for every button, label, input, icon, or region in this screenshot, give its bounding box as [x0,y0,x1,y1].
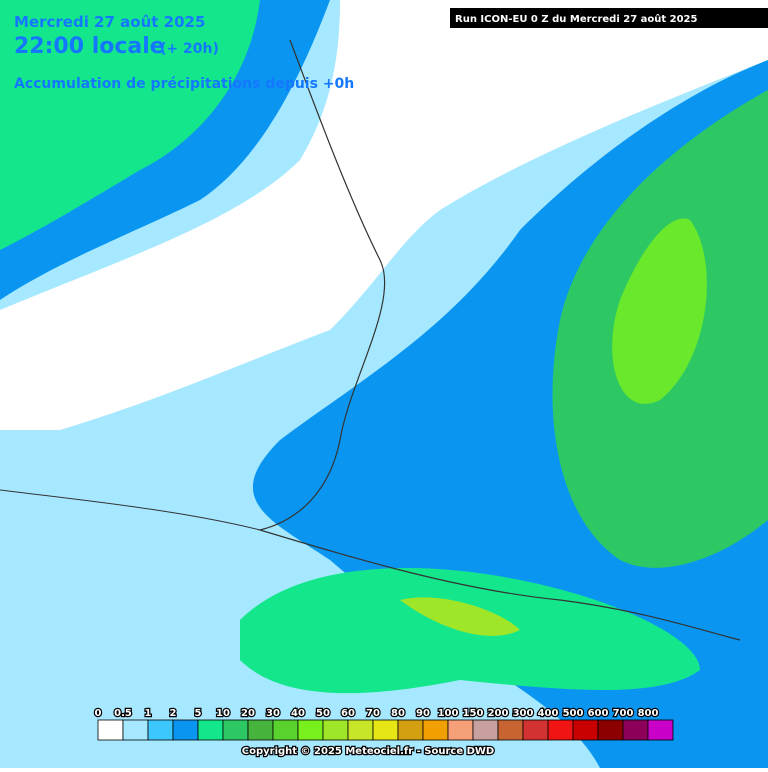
legend-label: 150 [463,708,484,719]
legend-swatch [573,720,598,740]
legend-swatch [373,720,398,740]
legend-label: 0.5 [114,708,132,719]
legend-label: 50 [316,708,330,719]
legend-swatch [598,720,623,740]
legend-label: 400 [538,708,559,719]
legend-swatch [523,720,548,740]
legend-swatch [198,720,223,740]
legend-label: 100 [438,708,459,719]
legend-label: 60 [341,708,355,719]
legend-swatch [548,720,573,740]
legend-label: 500 [563,708,584,719]
legend-swatch [648,720,673,740]
legend-label: 2 [170,708,177,719]
legend-swatch [248,720,273,740]
legend-swatch [298,720,323,740]
legend-swatch [273,720,298,740]
legend-swatch [448,720,473,740]
legend-label: 0 [95,708,102,719]
legend-swatch [323,720,348,740]
legend-label: 300 [513,708,534,719]
legend-label: 700 [613,708,634,719]
legend-swatch [148,720,173,740]
legend-swatch [473,720,498,740]
lead-time: (+ 20h) [160,41,219,57]
legend-swatch [98,720,123,740]
legend-label: 10 [216,708,230,719]
legend-label: 20 [241,708,255,719]
legend-label: 70 [366,708,380,719]
legend-label: 90 [416,708,430,719]
time: 22:00 locale [14,34,165,59]
legend-label: 80 [391,708,405,719]
legend-label: 30 [266,708,280,719]
legend-swatch [348,720,373,740]
legend-swatch [623,720,648,740]
legend-swatch [173,720,198,740]
legend-label: 600 [588,708,609,719]
copyright: Copyright © 2025 Meteociel.fr - Source D… [242,746,494,757]
run-label: Run ICON-EU 0 Z du Mercredi 27 août 2025 [455,13,698,25]
legend-swatch [123,720,148,740]
legend-swatch [398,720,423,740]
legend-label: 200 [488,708,509,719]
legend-swatch [498,720,523,740]
date: Mercredi 27 août 2025 [14,13,205,31]
legend-swatch [423,720,448,740]
subtitle: Accumulation de précipitations depuis +0… [14,76,354,92]
legend-label: 1 [145,708,152,719]
legend-swatch [223,720,248,740]
legend-label: 5 [195,708,202,719]
legend-label: 40 [291,708,305,719]
legend-label: 800 [638,708,659,719]
